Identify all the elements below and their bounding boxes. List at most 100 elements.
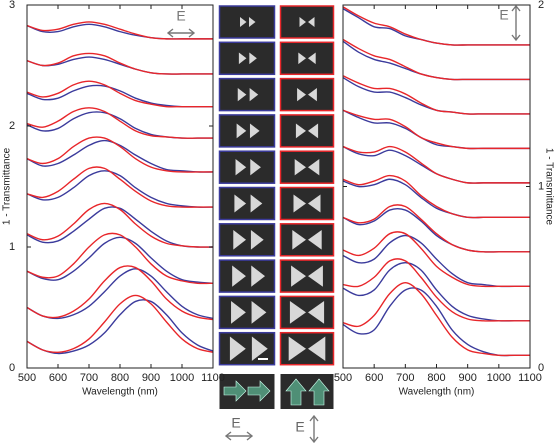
- nanotriangle: [250, 230, 264, 250]
- nanotriangle: [249, 52, 257, 65]
- nanotriangle: [250, 159, 261, 176]
- nanotriangle: [295, 123, 306, 139]
- nanotriangle: [308, 301, 325, 324]
- nanotriangle: [308, 123, 319, 139]
- sem-tile: [279, 186, 335, 221]
- spectrum-line: [343, 76, 530, 115]
- spectrum-line: [343, 109, 530, 150]
- spectrum-line: [27, 21, 213, 40]
- nanotriangle: [232, 265, 246, 287]
- sem-tile: [279, 150, 335, 184]
- x-tick-label: 600: [49, 372, 67, 384]
- nanotriangle: [240, 17, 247, 27]
- sem-tile: [279, 41, 335, 76]
- nanotriangle: [250, 194, 263, 213]
- nanotriangle: [299, 17, 306, 27]
- y-tick-label: 0: [9, 362, 15, 374]
- nanotriangle: [235, 159, 247, 176]
- nanotriangle: [249, 17, 256, 27]
- x-tick-label: 1100: [201, 372, 225, 384]
- nanotriangle: [249, 123, 260, 139]
- spectrum-line: [343, 204, 530, 253]
- spectrum-line: [27, 294, 213, 353]
- y-tick-label: 2: [538, 0, 544, 11]
- sem-tile: [218, 223, 276, 257]
- orientation-arrow: [223, 380, 247, 402]
- nanotriangle: [236, 123, 247, 139]
- spectrum-line: [27, 166, 213, 208]
- vertical-arrow: [309, 414, 319, 444]
- sem-tile: [279, 259, 335, 293]
- nanotriangle: [293, 194, 306, 213]
- x-axis-label: Wavelength (nm): [82, 387, 158, 398]
- spectrum-line: [27, 52, 213, 75]
- nanotriangle: [231, 301, 246, 324]
- nanotriangle: [234, 194, 247, 213]
- nanotriangle: [308, 265, 323, 287]
- arrow-heads: [309, 414, 319, 444]
- nanotriangle: [249, 88, 259, 102]
- polarization-label: E: [499, 7, 508, 23]
- nanotriangle: [251, 301, 267, 324]
- nanotriangle: [308, 336, 326, 361]
- x-tick-label: 700: [396, 372, 414, 384]
- x-tick-label: 500: [18, 372, 36, 384]
- plot-area: [27, 21, 213, 355]
- sem-tile: [279, 331, 335, 366]
- spectrum-line: [27, 202, 213, 248]
- x-tick-label: 800: [111, 372, 129, 384]
- y-tick-label: 0: [538, 362, 544, 374]
- sem-tile: [279, 295, 335, 330]
- y-axis-label: 1 - Transmittance: [543, 148, 554, 226]
- nanotriangle: [308, 17, 315, 27]
- spectrum-line: [343, 40, 530, 81]
- nanotriangle: [251, 336, 268, 361]
- spectrum-line: [27, 80, 213, 108]
- spectrum-line: [27, 206, 213, 248]
- spectrum-line: [27, 136, 213, 173]
- sem-tile: [279, 77, 335, 112]
- orientation-arrow: [247, 380, 271, 402]
- nanotriangle: [292, 230, 306, 250]
- sem-tile: [218, 5, 276, 39]
- nanotriangle: [297, 88, 306, 102]
- polarization-label: E: [176, 8, 185, 24]
- plot-frame: [342, 4, 531, 369]
- spectrum-line: [27, 232, 213, 285]
- polarization-label: E: [231, 415, 240, 431]
- spectrum-line: [27, 107, 213, 139]
- spectrum-line: [27, 139, 213, 173]
- spectrum-line: [27, 23, 213, 40]
- nanotriangle: [294, 159, 306, 176]
- nanotriangle: [233, 230, 247, 250]
- sem-tile: [279, 223, 335, 257]
- x-tick-label: 900: [458, 372, 476, 384]
- orientation-arrow: [285, 378, 307, 406]
- orientation-arrow: [308, 378, 330, 406]
- x-tick-label: 1000: [487, 372, 511, 384]
- spectrum-line: [27, 111, 213, 139]
- spectrum-line: [343, 262, 530, 322]
- spectrum-line: [27, 265, 213, 321]
- nanotriangle: [238, 52, 247, 65]
- sem-tile: [218, 114, 276, 148]
- spectrum-line: [343, 38, 530, 81]
- sem-tile: [279, 114, 335, 148]
- horizontal-arrow: [224, 431, 254, 441]
- sem-tile: [218, 259, 276, 293]
- scale-bar: [258, 358, 268, 360]
- y-tick-label: 2: [9, 120, 15, 132]
- nanotriangle: [298, 52, 306, 65]
- sem-image-grid: [218, 5, 335, 409]
- spectrum-line: [343, 258, 530, 322]
- spectrum-line: [343, 174, 530, 219]
- spectrum-line: [343, 75, 530, 115]
- x-tick-label: 1000: [170, 372, 194, 384]
- y-axis-label: 1 - Transmittance: [2, 147, 13, 225]
- nanotriangle: [288, 336, 306, 361]
- x-tick-label: 1100: [518, 372, 542, 384]
- sem-tile: [218, 41, 276, 76]
- spectrum-line: [343, 231, 530, 288]
- spectrum-line: [27, 268, 213, 320]
